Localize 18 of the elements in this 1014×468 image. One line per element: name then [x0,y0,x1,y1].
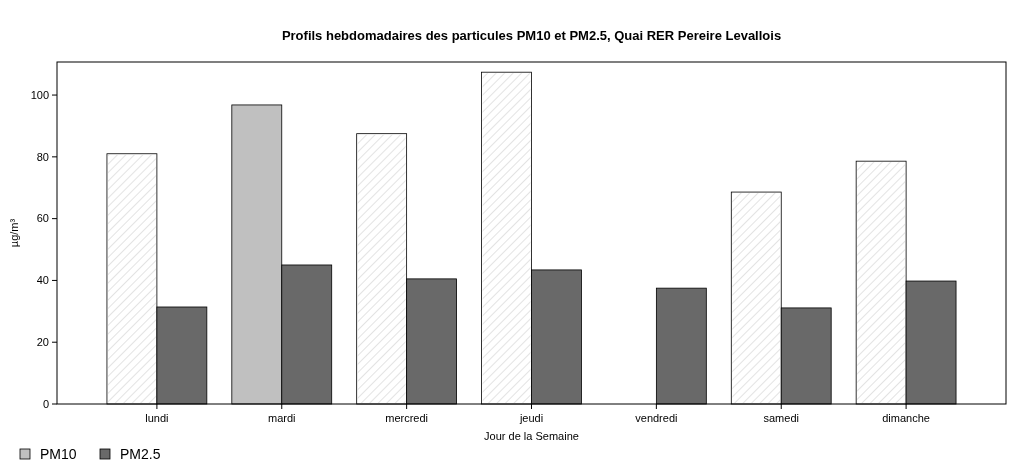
chart-title: Profils hebdomadaires des particules PM10 et PM2.5, Quai RER Pereire Levallois [281,28,782,43]
x-tick-label: mardi [268,412,296,424]
x-tick-label: mercredi [385,412,429,424]
y-tick-label: 0 [42,397,49,410]
x-tick-label: lundi [145,412,169,424]
legend-label: PM10 [40,445,77,462]
legend-label: PM2.5 [120,445,161,462]
y-tick-label: 80 [36,150,49,163]
y-tick-label: 60 [36,212,49,225]
y-tick-label: 100 [30,88,49,101]
x-tick-label: dimanche [882,412,930,424]
y-axis-title: µg/m³ [8,218,20,248]
y-tick-label: 40 [36,274,49,287]
x-tick-label: vendredi [635,412,678,424]
x-tick-label: samedi [763,412,799,424]
x-tick-label: jeudi [518,412,544,424]
x-axis-title: Jour de la Semaine [484,430,579,442]
y-tick-label: 20 [36,336,49,349]
